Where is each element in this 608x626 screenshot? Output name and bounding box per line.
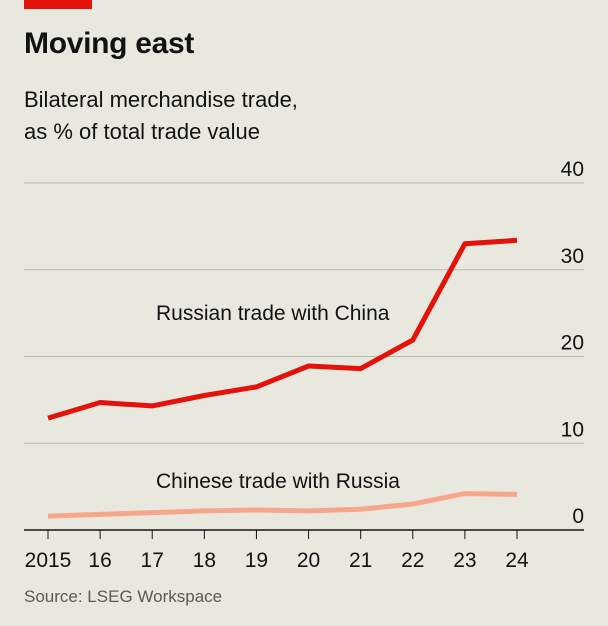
y-tick-label-10: 10	[561, 418, 584, 441]
x-tick-label-2022: 22	[401, 549, 424, 572]
gridlines	[24, 182, 584, 531]
brand-tag	[24, 0, 92, 9]
series-label-russia: Chinese trade with Russia	[156, 470, 400, 493]
x-tick-label-2023: 23	[453, 549, 476, 572]
y-tick-labels: 0 10 20 30 40	[561, 158, 584, 528]
x-tick-label-2021: 21	[349, 549, 372, 572]
y-tick-label-0: 0	[572, 505, 584, 528]
series-line-russia	[47, 491, 518, 519]
chart-subtitle: Bilateral merchandise trade, as % of tot…	[24, 84, 298, 148]
x-tick-label-2020: 20	[297, 549, 320, 572]
source-note: Source: LSEG Workspace	[24, 587, 223, 606]
subtitle-line-2: as % of total trade value	[24, 119, 261, 144]
x-tick-label-2017: 17	[141, 549, 164, 572]
x-tick-label-2018: 18	[193, 549, 216, 572]
y-tick-label-30: 30	[561, 245, 584, 268]
y-tick-label-20: 20	[561, 332, 584, 355]
x-tick-label-2024: 24	[505, 549, 529, 572]
x-tick-labels: 2015 16 17 18 19 20 21 22 23 24	[25, 530, 529, 572]
x-tick-label-2015: 2015	[25, 549, 72, 572]
y-tick-label-40: 40	[561, 158, 584, 181]
series-line-china	[47, 237, 518, 421]
subtitle-line-1: Bilateral merchandise trade,	[24, 87, 298, 112]
chart-title: Moving east	[24, 27, 195, 60]
x-tick-label-2019: 19	[245, 549, 268, 572]
series-label-china: Russian trade with China	[156, 302, 390, 325]
x-tick-label-2016: 16	[88, 549, 111, 572]
series-lines	[47, 237, 518, 519]
